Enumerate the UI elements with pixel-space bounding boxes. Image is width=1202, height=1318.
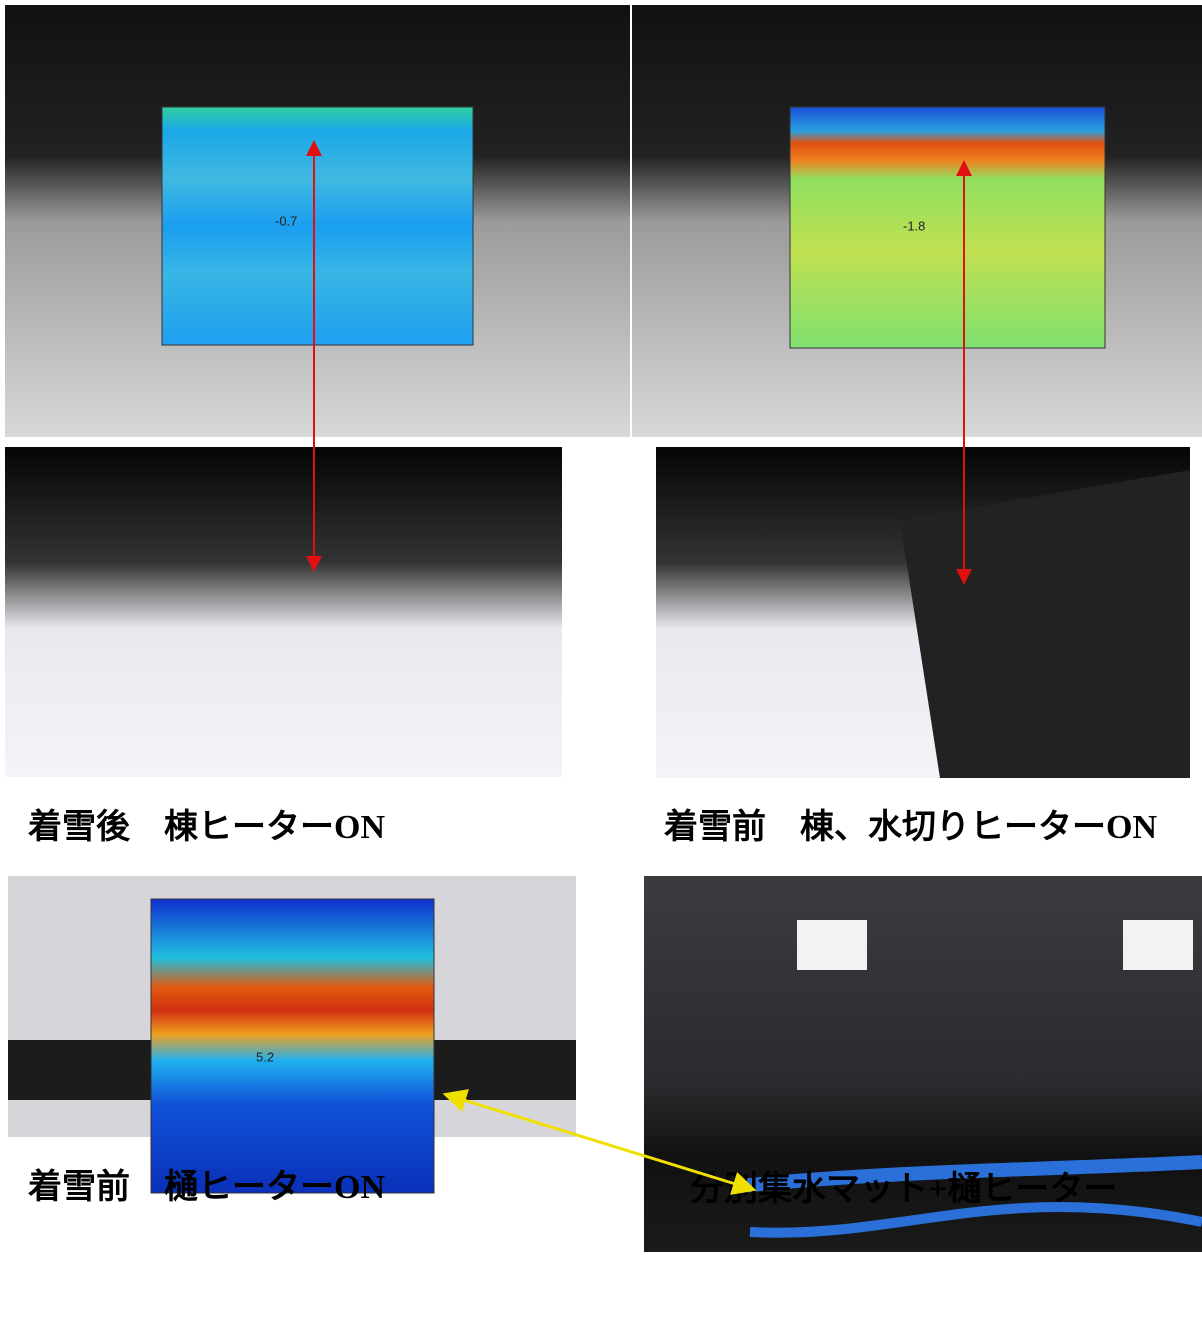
thermal-label: -1.8: [903, 218, 925, 233]
thermal-image: [150, 898, 435, 1194]
sensor-patch: [1123, 920, 1193, 970]
caption: 分別集水マット+樋ヒーター: [690, 1170, 1117, 1208]
ridge-cover: [900, 470, 1190, 778]
thermal-label: -0.7: [275, 213, 297, 228]
heater-cable: [749, 1201, 1202, 1238]
thermal-image: [789, 106, 1106, 349]
arrow: [442, 1089, 757, 1195]
caption: 着雪前 樋ヒーターON: [27, 1168, 385, 1206]
caption: 着雪後 棟ヒーターON: [27, 808, 385, 846]
thermal-image: [161, 106, 474, 346]
photo: [5, 447, 562, 777]
caption: 着雪前 棟、水切りヒーターON: [663, 808, 1157, 846]
heater-cable: [739, 1155, 1202, 1193]
thermal-label: 5.2: [256, 1049, 274, 1064]
sensor-patch: [797, 920, 867, 970]
